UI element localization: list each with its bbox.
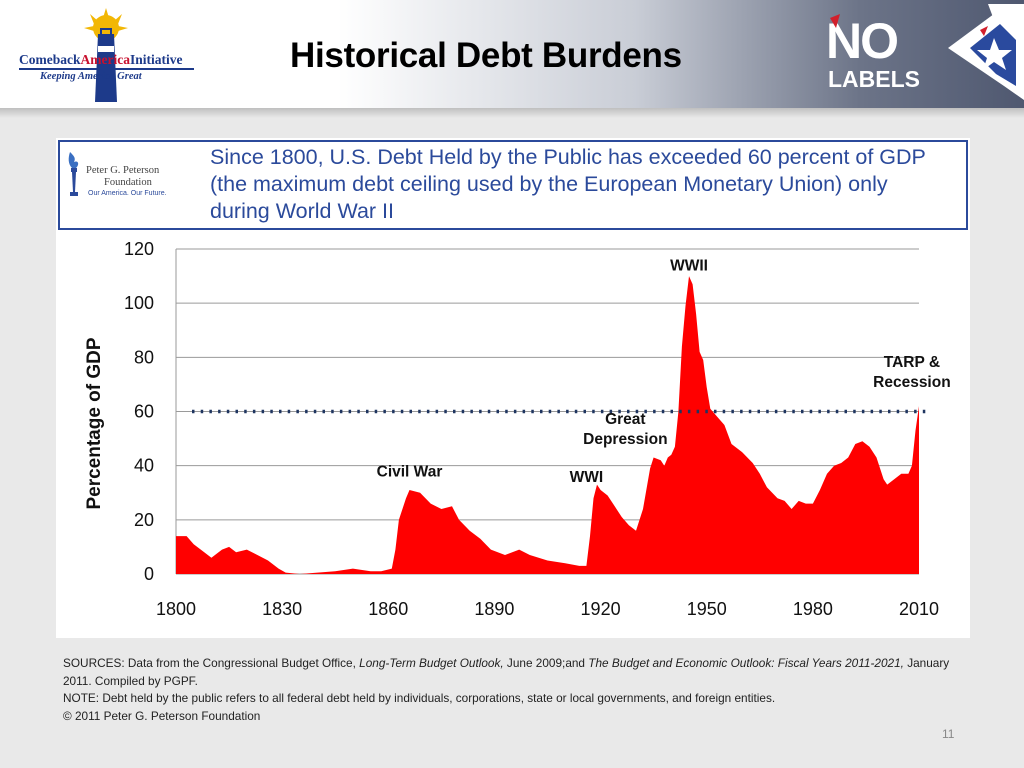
comeback-america-tagline: Keeping America Great [40,71,142,82]
pgpf-logo-sub: Foundation [104,177,152,188]
x-tick-label: 1920 [581,599,621,619]
y-tick-label: 40 [134,456,154,476]
slide-title: Historical Debt Burdens [290,36,682,75]
callout-text: Since 1800, U.S. Debt Held by the Public… [210,145,926,223]
header-shadow [0,108,1024,118]
annotation-label: WWI [570,469,604,486]
annotation-label: Civil War [377,464,443,481]
x-tick-label: 1830 [262,599,302,619]
y-axis-label: Percentage of GDP [84,337,105,509]
y-axis-ticks: 0 20 40 60 80 100 120 [124,239,154,584]
sources-line: SOURCES: Data from the Congressional Bud… [63,656,950,688]
no-labels-line1: NO [826,13,897,69]
note-line: NOTE: Debt held by the public refers to … [63,691,776,705]
y-tick-label: 120 [124,239,154,259]
y-tick-label: 100 [124,293,154,313]
no-labels-star-icon: NO LABELS [826,4,1024,100]
debt-area [176,276,919,574]
debt-chart: 0 20 40 60 80 100 120 1800 1830 1860 1890 1920 1950… [84,239,951,619]
x-tick-label: 1860 [368,599,408,619]
copyright-line: © 2011 Peter G. Peterson Foundation [63,708,261,723]
y-tick-label: 60 [134,402,154,422]
callout-box [58,140,968,230]
page-number: 11 [942,727,955,741]
comeback-america-name: ComebackAmericaInitiative [19,52,183,67]
y-tick-label: 0 [144,564,154,584]
x-tick-label: 1800 [156,599,196,619]
x-tick-label: 1950 [687,599,727,619]
no-labels-line2: LABELS [828,66,920,92]
annotation-label: WWII [670,258,708,275]
chart-annotations: WWII Civil War WWI Great Depression TARP & Rec… [377,258,951,486]
x-tick-label: 1980 [793,599,833,619]
annotation-label: TARP & Recession [873,354,951,391]
y-tick-label: 20 [134,510,154,530]
logo-underline [19,68,194,70]
pgpf-logo-tagline: Our America. Our Future. [88,190,167,197]
x-tick-label: 1890 [474,599,514,619]
pgpf-logo-name: Peter G. Peterson [86,165,160,176]
x-axis-ticks: 1800 1830 1860 1890 1920 1950 1980 2010 [156,599,939,619]
annotation-label: Great Depression [583,411,667,448]
x-tick-label: 2010 [899,599,939,619]
torch-icon [68,152,79,196]
sources-note: SOURCES: Data from the Congressional Bud… [63,655,963,725]
y-tick-label: 80 [134,347,154,367]
header-band [0,0,1024,108]
